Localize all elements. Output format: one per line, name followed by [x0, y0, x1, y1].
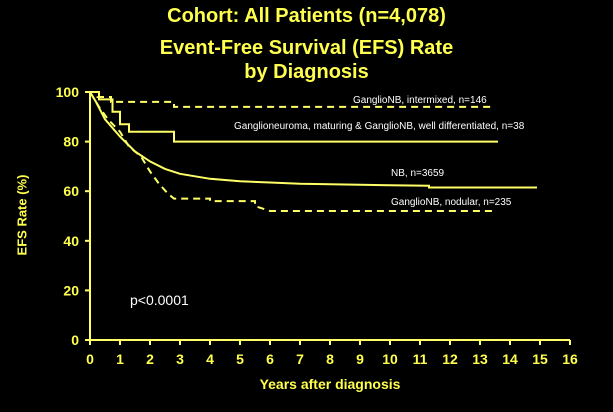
- x-tick-label: 14: [502, 351, 518, 367]
- x-tick-label: 1: [116, 351, 124, 367]
- y-tick-label: 80: [63, 134, 79, 150]
- x-tick-label: 9: [356, 351, 364, 367]
- x-tick-label: 13: [472, 351, 488, 367]
- y-tick-label: 60: [63, 183, 79, 199]
- chart-title-line-3: by Diagnosis: [244, 61, 369, 83]
- y-tick-label: 0: [71, 332, 79, 348]
- p-value-annotation: p<0.0001: [130, 292, 189, 308]
- x-tick-label: 16: [562, 351, 578, 367]
- x-tick-label: 15: [532, 351, 548, 367]
- series-label-1: GanglioNB, intermixed, n=146: [353, 95, 487, 106]
- series-label-2: Ganglioneuroma, maturing & GanglioNB, we…: [234, 121, 525, 132]
- x-tick-label: 10: [382, 351, 398, 367]
- x-tick-label: 12: [442, 351, 458, 367]
- chart-title-line-1: Cohort: All Patients (n=4,078): [167, 5, 446, 27]
- series-line-2: [90, 91, 498, 143]
- y-tick-label: 20: [63, 282, 79, 298]
- y-tick-label: 40: [63, 233, 79, 249]
- x-tick-label: 7: [296, 351, 304, 367]
- series-line-4: [89, 91, 495, 212]
- x-tick-label: 5: [236, 351, 244, 367]
- y-tick-label: 100: [56, 84, 80, 100]
- x-tick-label: 0: [86, 351, 94, 367]
- series-label-4: GanglioNB, nodular, n=235: [391, 197, 512, 208]
- x-tick-label: 4: [206, 351, 214, 367]
- x-tick-label: 2: [146, 351, 154, 367]
- series-label-3: NB, n=3659: [391, 168, 445, 179]
- series-line-3: [89, 91, 537, 189]
- y-axis-label: EFS Rate (%): [14, 174, 30, 256]
- x-tick-label: 3: [176, 351, 184, 367]
- x-tick-label: 11: [413, 351, 428, 367]
- x-tick-label: 8: [326, 351, 334, 367]
- x-tick-label: 6: [266, 351, 274, 367]
- x-axis-label: Years after diagnosis: [259, 376, 401, 392]
- chart-title-line-2: Event-Free Survival (EFS) Rate: [159, 37, 454, 59]
